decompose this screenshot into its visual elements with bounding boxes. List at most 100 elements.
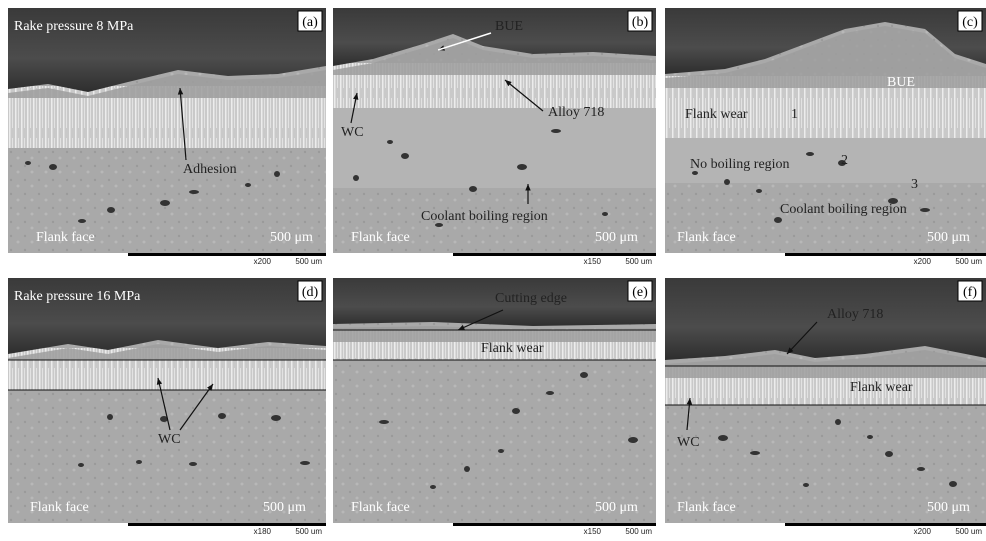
wc-particle [835,419,841,425]
figure: (a)Rake pressure 8 MPaAdhesionFlank face… [0,0,986,537]
panel-label: (e) [632,285,648,300]
wc-particle [517,164,527,170]
wc-particle [78,463,84,467]
annotation: Flank face [30,500,89,515]
panel-label: (f) [963,285,977,300]
wc-particle [628,437,638,443]
annotation: Flank wear [685,107,748,122]
panel-label: (b) [632,15,649,30]
wc-particle [271,415,281,421]
wc-particle [430,485,436,489]
wc-particle [401,153,409,159]
scale-bar-label: 500 um [295,257,322,266]
panel-label: (c) [962,15,978,30]
annotation: Cutting edge [495,291,567,306]
micrograph: (f) Alloy 718 Flank wear WC Flank face 500 μm… [665,278,986,536]
wc-particle [867,435,873,439]
micrograph: (b)BUEWCAlloy 718Coolant boiling regionF… [333,8,656,266]
annotation: 500 μm [927,230,970,245]
annotation: 500 μm [927,500,970,515]
annotation: WC [677,435,700,450]
annotation: 500 μm [595,500,638,515]
magnification: x150 [584,257,602,266]
wc-particle [218,413,226,419]
micrograph: (d) Rake pressure 16 MPa WC Flank face 500 μ… [8,278,326,536]
annotation: Coolant boiling region [421,209,548,224]
wc-particle [885,451,893,457]
wc-particle [136,460,142,464]
annotation: 500 μm [263,500,306,515]
annotation: 2 [841,153,848,168]
micrograph-panel: (d) Rake pressure 16 MPa WC Flank face 500 μ… [8,278,326,541]
wc-particle [917,467,925,471]
annotation: Rake pressure 8 MPa [14,19,134,34]
wc-particle [551,129,561,133]
magnification: x200 [254,257,272,266]
wc-particle [464,466,470,472]
wc-particle [25,161,31,165]
annotation: Rake pressure 16 MPa [14,289,141,304]
annotation: Flank wear [481,341,544,356]
annotation: Alloy 718 [827,307,883,322]
micrograph-panel: (e) Cutting edge Flank wear Flank face 500 μ… [333,278,656,541]
wc-particle [806,152,814,156]
wc-particle [803,483,809,487]
wc-particle [379,420,389,424]
annotation: 1 [791,107,798,122]
wc-particle [245,183,251,187]
magnification: x150 [584,527,602,536]
annotation: Flank face [351,500,410,515]
annotation: WC [158,432,181,447]
annotation: Alloy 718 [548,105,604,120]
wc-particle [189,190,199,194]
wc-particle [512,408,520,414]
annotation: 500 μm [595,230,638,245]
wc-particle [49,164,57,170]
annotation: WC [341,125,364,140]
wc-particle [300,461,310,465]
wc-particle [469,186,477,192]
magnification: x200 [914,257,932,266]
scale-bar-label: 500 um [625,257,652,266]
annotation: BUE [887,75,915,90]
annotation: Flank face [677,230,736,245]
annotation: 500 μm [270,230,313,245]
micrograph: (e) Cutting edge Flank wear Flank face 500 μ… [333,278,656,536]
wc-particle [580,372,588,378]
annotation: No boiling region [690,157,790,172]
wc-particle [160,200,170,206]
annotation: Flank face [677,500,736,515]
micrograph-panel: (b)BUEWCAlloy 718Coolant boiling regionF… [333,8,656,271]
wc-particle [107,207,115,213]
scale-bar-label: 500 um [955,257,982,266]
annotation: Flank wear [850,380,913,395]
panel-label: (a) [302,15,318,30]
wc-particle [107,414,113,420]
wc-particle [756,189,762,193]
scale-bar-label: 500 um [955,527,982,536]
wc-particle [602,212,608,216]
annotation: Flank face [36,230,95,245]
no-boiling-band [333,108,656,188]
wc-particle [546,391,554,395]
annotation: 3 [911,177,918,192]
scale-bar-label: 500 um [295,527,322,536]
wc-particle [718,435,728,441]
wc-particle [274,171,280,177]
wc-particle [774,217,782,223]
scale-bar-label: 500 um [625,527,652,536]
wc-particle [78,219,86,223]
wc-particle [750,451,760,455]
wc-particle [920,208,930,212]
wc-particle [353,175,359,181]
wc-particle [498,449,504,453]
wc-particle [724,179,730,185]
panel-label: (d) [302,285,319,300]
micrograph-panel: (f) Alloy 718 Flank wear WC Flank face 500 μm… [665,278,986,541]
magnification: x200 [914,527,932,536]
wc-particle [387,140,393,144]
